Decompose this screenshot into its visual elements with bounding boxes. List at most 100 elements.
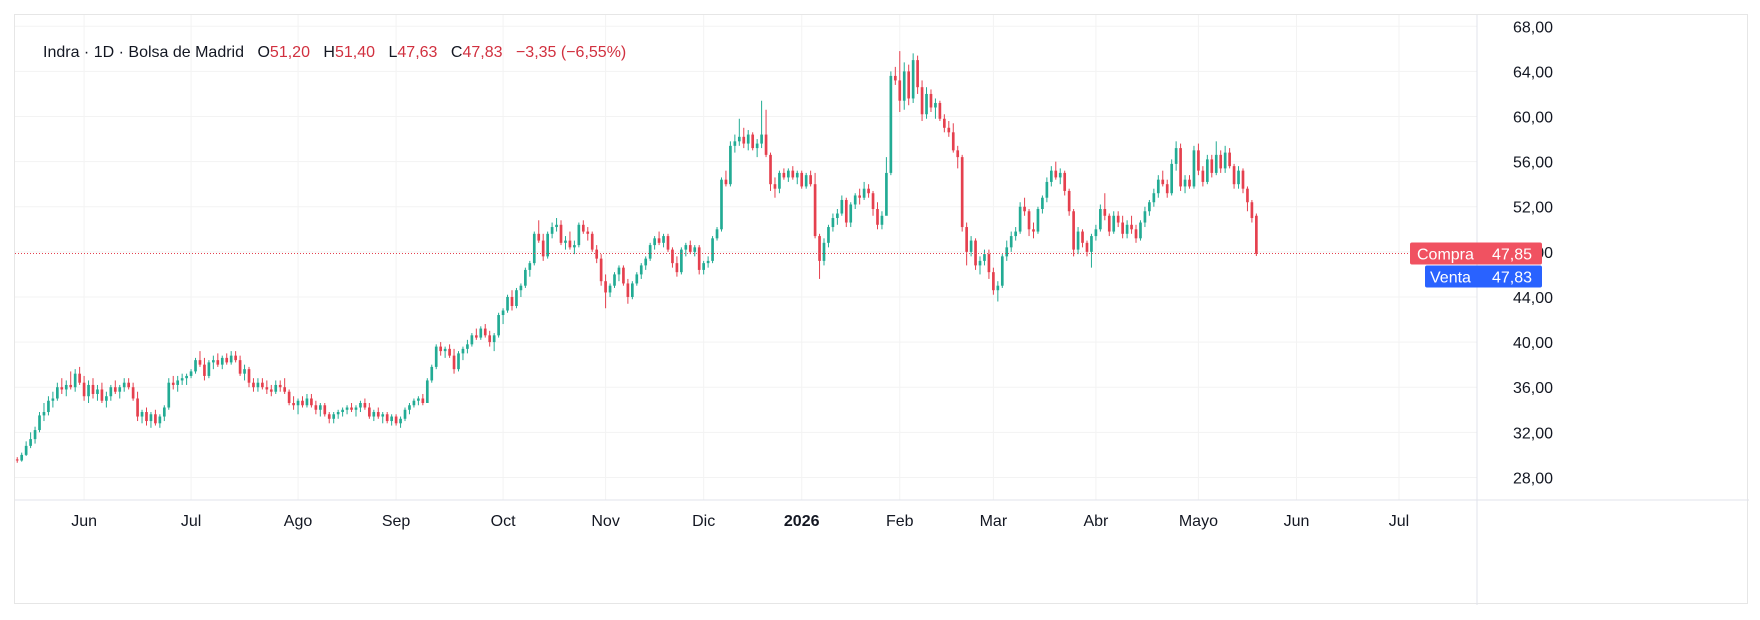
candle-body: [216, 360, 220, 365]
candle: [1045, 177, 1049, 203]
candle: [831, 213, 835, 232]
candle-body: [492, 335, 496, 343]
candle-body: [795, 172, 799, 178]
candle-body: [1045, 181, 1049, 198]
candle-body: [394, 416, 398, 424]
candle-body: [234, 355, 237, 361]
candle-body: [943, 118, 946, 128]
candle: [550, 222, 554, 239]
candle-body: [867, 188, 870, 194]
candle: [1112, 211, 1116, 234]
candle: [653, 236, 656, 250]
candle: [474, 328, 478, 340]
candle: [82, 375, 86, 401]
time-axis[interactable]: Jun Jul Ago Sep Oct Nov Dic 2026 Feb Mar Abr Mayo Ju…: [71, 513, 1409, 530]
candle: [764, 109, 768, 158]
candle: [136, 391, 139, 422]
x-tick-label: Jul: [181, 513, 201, 530]
candle: [162, 405, 166, 422]
candle: [310, 393, 313, 408]
candle-body: [198, 360, 202, 365]
candle: [1152, 188, 1156, 207]
candle: [1041, 195, 1044, 214]
candle: [644, 256, 648, 270]
candle-body: [1255, 215, 1258, 254]
candle-body: [127, 382, 130, 388]
candle: [969, 236, 973, 257]
candle-body: [33, 430, 37, 440]
candle: [631, 281, 634, 300]
candle: [24, 441, 28, 457]
candlestick-chart[interactable]: 28,0032,0036,0040,0044,0048,0052,0056,00…: [15, 15, 1749, 605]
candle: [323, 403, 327, 417]
candle-body: [626, 283, 630, 297]
candle: [564, 236, 567, 250]
candle-body: [693, 247, 697, 252]
candle: [849, 202, 853, 228]
candle: [893, 66, 897, 85]
sell-tag-background: [1425, 265, 1542, 288]
candle-body: [1067, 190, 1071, 212]
candle: [1005, 240, 1009, 261]
x-tick-label: Jun: [1284, 513, 1310, 530]
candle: [180, 373, 184, 385]
candle: [131, 382, 135, 401]
candle-body: [122, 382, 126, 388]
candle: [171, 375, 175, 390]
candle-body: [1223, 152, 1227, 169]
candle-body: [791, 170, 795, 178]
candle: [960, 154, 964, 232]
y-tick-label: 60,00: [1513, 110, 1553, 127]
buy-price-tag: Compra 47,85: [1410, 242, 1542, 265]
candle-body: [278, 384, 282, 388]
candle-body: [452, 355, 456, 370]
candle: [684, 242, 688, 257]
y-tick-label: 28,00: [1513, 470, 1553, 487]
candle: [42, 403, 46, 422]
legend-close-label: C: [450, 44, 463, 61]
x-tick-label: Jun: [71, 513, 97, 530]
candle: [938, 100, 942, 122]
candle-body: [987, 254, 991, 273]
candle-body: [1152, 193, 1156, 203]
candle-body: [1032, 229, 1035, 232]
candle: [33, 426, 37, 444]
candle: [1183, 175, 1187, 194]
candle: [140, 409, 144, 424]
candle-body: [769, 154, 772, 185]
candle-body: [372, 412, 376, 417]
candle-body: [595, 249, 599, 259]
candle: [706, 256, 710, 268]
candle: [247, 366, 251, 388]
candle-body: [613, 274, 616, 286]
candle-body: [550, 227, 554, 234]
candle: [769, 152, 772, 191]
candle: [15, 457, 19, 463]
candle: [64, 380, 68, 397]
candle: [773, 177, 777, 198]
candle-body: [840, 199, 844, 214]
candle: [626, 278, 630, 304]
candle: [1072, 209, 1075, 257]
candle: [760, 100, 763, 149]
candle: [207, 360, 211, 379]
candle-body: [573, 245, 576, 248]
candle: [194, 357, 197, 374]
candle: [693, 245, 697, 257]
candle: [488, 330, 492, 347]
candle: [599, 254, 603, 286]
candle-body: [720, 179, 723, 230]
candle: [229, 351, 233, 365]
candle-body: [1121, 222, 1124, 234]
candle-body: [960, 157, 964, 228]
candle-body: [537, 233, 541, 241]
candle-body: [1246, 188, 1249, 203]
candle: [992, 267, 995, 295]
candle: [1014, 227, 1018, 241]
candle-body: [742, 136, 746, 144]
price-axis[interactable]: 28,0032,0036,0040,0044,0048,0052,0056,00…: [1513, 19, 1553, 487]
candle-body: [376, 412, 380, 417]
candle: [56, 382, 59, 401]
candle: [639, 263, 643, 279]
candle: [1223, 145, 1227, 173]
